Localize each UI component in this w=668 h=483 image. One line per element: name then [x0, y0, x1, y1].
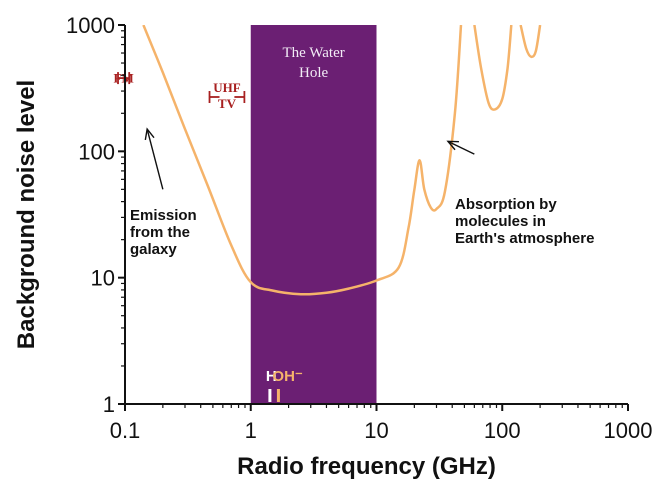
spectral-lines: HOH⁻ [266, 368, 303, 402]
galaxy-note-line-3: galaxy [130, 241, 177, 258]
absorption-note-line-1: Absorption by [455, 196, 557, 213]
y-tick-label-1: 10 [91, 266, 115, 291]
spectral-line-label-oh: OH⁻ [272, 368, 303, 385]
galaxy-arrow-shaft [146, 128, 164, 190]
x-tick-label-3: 100 [484, 418, 521, 443]
galaxy-arrow-head [144, 127, 155, 141]
y-tick-label-2: 100 [78, 139, 115, 164]
y-axis-title: Background noise level [13, 80, 40, 349]
fm-range-label: FM [114, 71, 134, 86]
uhf-range-label-line-2: TV [218, 96, 237, 111]
uhf-range-label-line-1: UHF [213, 80, 241, 95]
noise-curve-2 [473, 25, 513, 111]
galaxy-note-line-2: from the [130, 224, 190, 241]
noise-curve-3 [519, 25, 542, 59]
x-tick-label-2: 10 [364, 418, 388, 443]
absorption-note-line-3: Earth's atmosphere [455, 230, 594, 247]
water-hole-label-line-2: Hole [299, 65, 329, 81]
noise-curve-1 [142, 25, 463, 296]
galaxy-note-line-1: Emission [130, 207, 197, 224]
x-axis-title: Radio frequency (GHz) [237, 453, 496, 480]
absorption-arrow-head [446, 140, 459, 151]
absorption-note-line-2: molecules in [455, 213, 546, 230]
absorption-arrow-shaft [447, 140, 475, 155]
water-hole-label-line-1: The Water [283, 45, 345, 61]
spectral-line-label-h: H [266, 368, 277, 385]
noise-curves [142, 25, 542, 296]
y-tick-label-0: 1 [103, 392, 115, 417]
y-tick-label-3: 1000 [66, 13, 115, 38]
x-tick-label-0: 0.1 [110, 418, 141, 443]
x-tick-label-4: 1000 [604, 418, 653, 443]
water-hole-band [250, 25, 377, 404]
x-tick-label-1: 1 [245, 418, 257, 443]
